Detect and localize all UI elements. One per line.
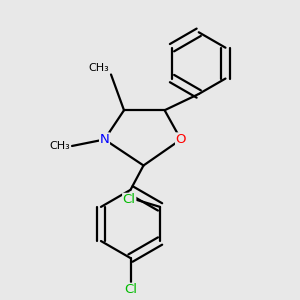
Text: N: N — [100, 133, 110, 146]
Text: O: O — [176, 133, 186, 146]
Text: CH₃: CH₃ — [50, 141, 70, 151]
Text: CH₃: CH₃ — [88, 63, 110, 73]
Text: Cl: Cl — [124, 284, 137, 296]
Text: Cl: Cl — [123, 194, 136, 206]
